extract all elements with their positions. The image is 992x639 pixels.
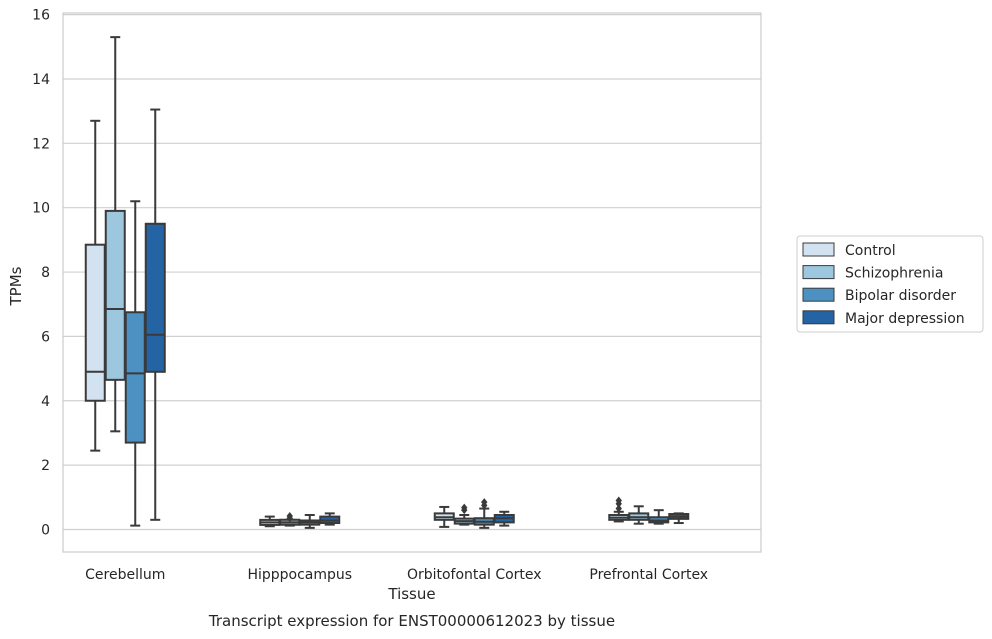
legend-label: Schizophrenia — [845, 266, 943, 282]
box-schizophrenia — [628, 505, 650, 525]
box-group-orbitofontal-cortex — [433, 498, 515, 529]
legend-swatch — [802, 287, 835, 302]
box-major-depression — [144, 108, 166, 521]
legend-label: Control — [845, 243, 896, 259]
x-tick-label: Prefrontal Cortex — [589, 567, 708, 583]
outlier-point — [461, 503, 468, 512]
box-iqr — [84, 243, 106, 402]
x-tick-label: Hipppocampus — [247, 567, 352, 583]
box-bipolar-disorder — [299, 513, 321, 529]
plot-frame — [62, 12, 762, 553]
box-major-depression — [493, 510, 515, 527]
box-group-hipppocampus — [259, 511, 341, 529]
box-control — [608, 496, 630, 523]
outlier-point — [481, 498, 488, 507]
legend-swatch — [802, 265, 835, 280]
box-iqr — [124, 311, 146, 444]
box-groups — [84, 36, 690, 529]
box-iqr — [144, 222, 166, 373]
legend-label: Bipolar disorder — [845, 288, 956, 304]
legend-label: Major depression — [845, 311, 965, 327]
legend: Control Schizophrenia Bipolar disorder Majo… — [796, 235, 984, 333]
y-axis-label: TPMs — [7, 266, 25, 306]
legend-frame — [796, 235, 984, 333]
y-tick-labels: 0 2 4 6 8 10 12 14 16 — [32, 8, 50, 539]
outlier-point — [286, 511, 293, 520]
x-tick-label: Orbitofontal Cortex — [407, 567, 542, 583]
y-tick-label: 0 — [41, 522, 50, 538]
y-tick-label: 10 — [32, 201, 50, 217]
outlier-point — [615, 496, 622, 505]
box-schizophrenia — [279, 511, 301, 527]
outlier-point — [615, 504, 622, 513]
box-bipolar-disorder — [648, 509, 670, 525]
x-tick-label: Cerebellum — [85, 567, 165, 583]
box-major-depression — [668, 512, 690, 525]
box-control — [433, 505, 455, 528]
box-control — [259, 515, 281, 528]
y-tick-label: 2 — [41, 458, 50, 474]
legend-swatch — [802, 310, 835, 325]
box-group-cerebellum — [84, 36, 166, 527]
box-schizophrenia — [104, 36, 126, 433]
y-tick-label: 8 — [41, 265, 50, 281]
x-tick-labels: Cerebellum Hipppocampus Orbitofontal Corte… — [85, 567, 708, 583]
y-tick-label: 14 — [32, 72, 50, 88]
x-axis-label: Tissue — [387, 585, 435, 603]
gridlines — [63, 14, 761, 531]
legend-swatch — [802, 242, 835, 257]
chart-caption: Transcript expression for ENST0000061202… — [208, 612, 615, 630]
y-tick-label: 12 — [32, 136, 50, 152]
box-schizophrenia — [453, 503, 475, 526]
box-control — [84, 119, 106, 452]
y-tick-label: 6 — [41, 329, 50, 345]
y-tick-label: 4 — [41, 394, 50, 410]
box-group-prefrontal-cortex — [608, 496, 690, 525]
box-bipolar-disorder — [473, 498, 495, 529]
box-major-depression — [319, 512, 341, 526]
box-bipolar-disorder — [124, 200, 146, 527]
box-iqr — [104, 209, 126, 381]
y-tick-label: 16 — [32, 8, 50, 24]
